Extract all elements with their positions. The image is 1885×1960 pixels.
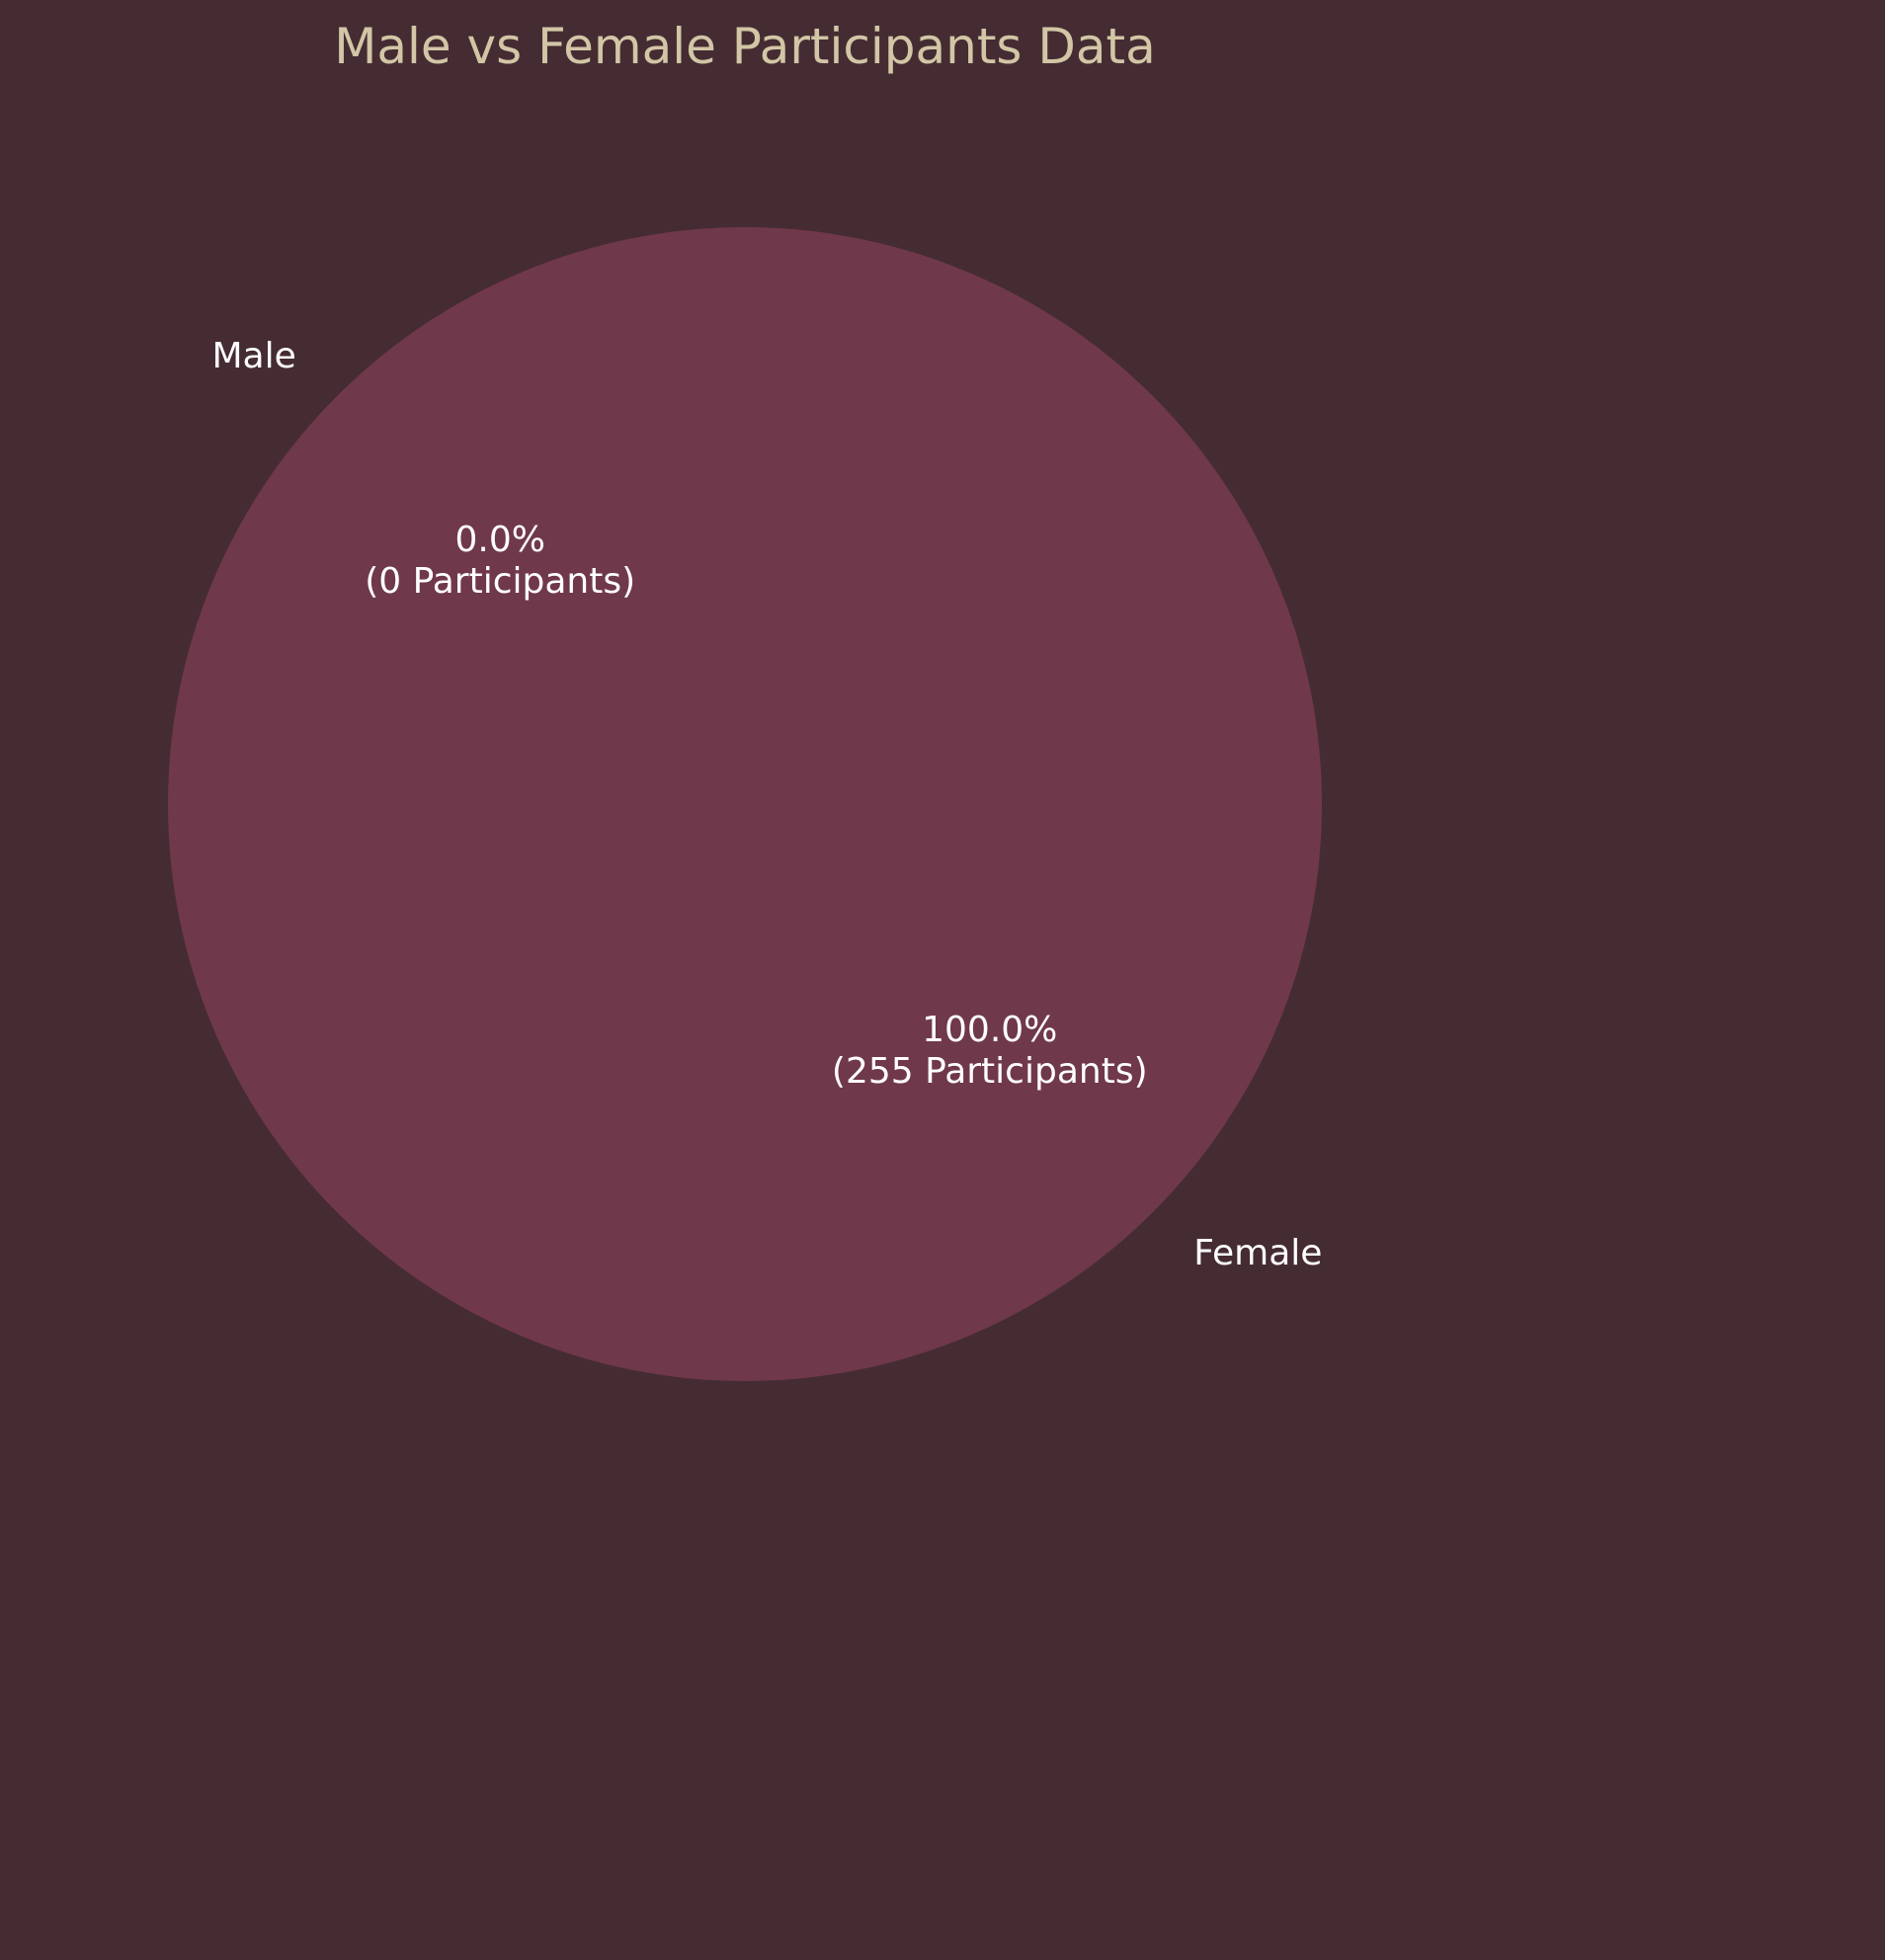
slice-value-label-female: 100.0% (255 Participants) bbox=[832, 1010, 1148, 1092]
pie-slice-female bbox=[168, 227, 1322, 1381]
slice-label-male: Male bbox=[211, 336, 295, 376]
slice-count-male: (0 Participants) bbox=[365, 561, 635, 602]
slice-percent-female: 100.0% bbox=[922, 1010, 1057, 1050]
chart-title: Male vs Female Participants Data bbox=[334, 18, 1156, 75]
pie-labels: Male 0.0% (0 Participants) Female 100.0% (255… bbox=[211, 336, 1322, 1273]
chart-container: Male vs Female Participants Data Male 0.0… bbox=[168, 18, 1323, 1381]
slice-count-female: (255 Participants) bbox=[832, 1051, 1148, 1092]
pie-chart: Male vs Female Participants Data Male 0.0… bbox=[168, 18, 1322, 1381]
pie-slices bbox=[168, 227, 1322, 1381]
slice-value-label-male: 0.0% (0 Participants) bbox=[365, 520, 635, 602]
slice-label-female: Female bbox=[1193, 1233, 1322, 1273]
slice-percent-male: 0.0% bbox=[454, 520, 544, 560]
